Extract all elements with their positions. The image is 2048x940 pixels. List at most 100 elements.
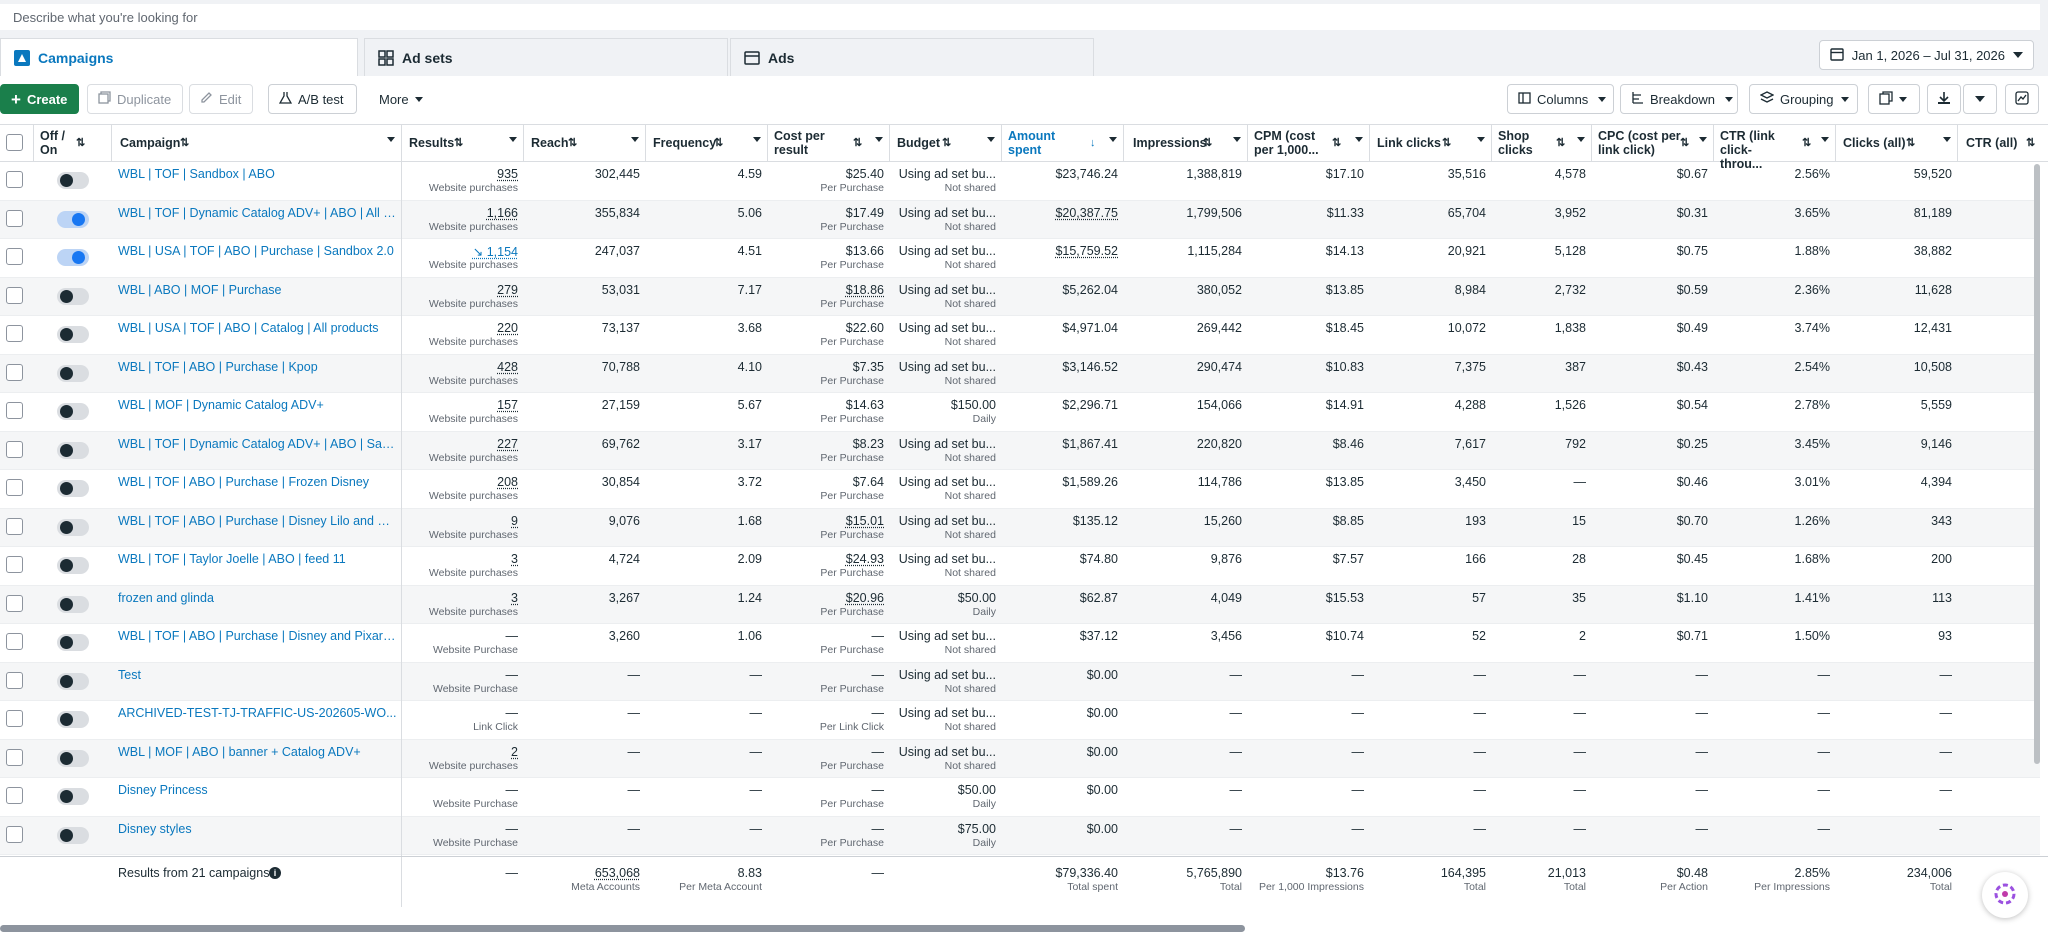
search-input[interactable] bbox=[0, 4, 2040, 30]
vertical-scrollbar[interactable] bbox=[2034, 164, 2040, 764]
info-icon[interactable]: i bbox=[269, 867, 281, 879]
table-row[interactable]: frozen and glinda 3 Website purchases 3,267… bbox=[0, 585, 2040, 624]
campaign-name-link[interactable]: WBL | MOF | ABO | banner + Catalog ADV+ bbox=[118, 744, 361, 759]
header-ctr-link[interactable]: CTR (link click-throu... ⇅ bbox=[1714, 125, 1836, 171]
breakdown-button[interactable]: Breakdown bbox=[1620, 84, 1738, 114]
row-checkbox[interactable] bbox=[6, 787, 23, 804]
header-frequency[interactable]: Frequency ⇅ bbox=[646, 125, 768, 162]
campaign-name-link[interactable]: WBL | USA | TOF | ABO | Catalog | All pr… bbox=[118, 321, 379, 335]
campaign-toggle[interactable] bbox=[57, 210, 89, 228]
row-checkbox[interactable] bbox=[6, 556, 23, 573]
date-range-picker[interactable]: Jan 1, 2026 – Jul 31, 2026 bbox=[1818, 40, 2034, 70]
row-checkbox[interactable] bbox=[6, 710, 23, 727]
table-row[interactable]: WBL | MOF | Dynamic Catalog ADV+ 157 Websi… bbox=[0, 393, 2040, 432]
campaign-name-link[interactable]: ARCHIVED-TEST-TJ-TRAFFIC-US-202605-WO... bbox=[118, 706, 397, 720]
header-offon[interactable]: Off / On ⇅ bbox=[34, 125, 112, 162]
export-button[interactable] bbox=[1927, 84, 1961, 114]
table-row[interactable]: Disney styles — Website Purchase — — — Per Pur… bbox=[0, 816, 2040, 855]
horizontal-scrollbar[interactable] bbox=[0, 925, 1245, 932]
table-row[interactable]: WBL | TOF | ABO | Purchase | Kpop 428 Webs… bbox=[0, 354, 2040, 393]
edit-button[interactable]: Edit bbox=[189, 84, 253, 114]
campaign-toggle[interactable] bbox=[57, 711, 89, 728]
table-row[interactable]: WBL | TOF | Taylor Joelle | ABO | feed 1… bbox=[0, 547, 2040, 586]
campaign-name-link[interactable]: WBL | TOF | Dynamic Catalog ADV+ | ABO |… bbox=[118, 436, 398, 451]
row-checkbox[interactable] bbox=[6, 402, 23, 419]
header-budget[interactable]: Budget ⇅ bbox=[890, 125, 1002, 162]
campaign-toggle[interactable] bbox=[57, 249, 89, 266]
row-checkbox[interactable] bbox=[6, 286, 23, 304]
ab-test-button[interactable]: A/B test bbox=[268, 84, 357, 114]
campaign-toggle[interactable] bbox=[57, 826, 89, 844]
campaign-name-link[interactable]: WBL | TOF | Taylor Joelle | ABO | feed 1… bbox=[118, 552, 346, 566]
campaign-toggle[interactable] bbox=[57, 403, 89, 420]
campaign-toggle[interactable] bbox=[57, 634, 89, 651]
campaign-name-link[interactable]: Disney Princess bbox=[118, 783, 208, 797]
row-checkbox[interactable] bbox=[6, 325, 23, 342]
row-checkbox[interactable] bbox=[6, 209, 23, 227]
more-button[interactable]: More bbox=[368, 84, 440, 114]
table-row[interactable]: WBL | TOF | Dynamic Catalog ADV+ | ABO |… bbox=[0, 431, 2040, 470]
header-shop-clicks[interactable]: Shop clicks ⇅ bbox=[1492, 125, 1592, 162]
campaign-name-link[interactable]: WBL | TOF | Sandbox | ABO bbox=[118, 167, 275, 181]
header-results[interactable]: Results ⇅ bbox=[402, 125, 524, 162]
row-checkbox[interactable] bbox=[6, 248, 23, 265]
row-checkbox[interactable] bbox=[6, 748, 23, 766]
grouping-button[interactable]: Grouping bbox=[1749, 84, 1858, 114]
header-campaign[interactable]: Campaign ⇅ bbox=[112, 125, 402, 162]
row-checkbox[interactable] bbox=[6, 517, 23, 535]
reports-button[interactable] bbox=[1868, 84, 1920, 114]
table-row[interactable]: WBL | TOF | ABO | Purchase | Disney Lilo… bbox=[0, 508, 2040, 547]
table-row[interactable]: WBL | TOF | ABO | Purchase | Disney and … bbox=[0, 624, 2040, 663]
row-checkbox[interactable] bbox=[6, 479, 23, 496]
table-row[interactable]: Disney Princess — Website Purchase — — — Per P… bbox=[0, 778, 2040, 817]
table-row[interactable]: ARCHIVED-TEST-TJ-TRAFFIC-US-202605-WO...… bbox=[0, 701, 2040, 740]
columns-button[interactable]: Columns bbox=[1507, 84, 1614, 114]
row-checkbox[interactable] bbox=[6, 440, 23, 458]
row-checkbox[interactable] bbox=[6, 171, 23, 188]
campaign-name-link[interactable]: WBL | MOF | Dynamic Catalog ADV+ bbox=[118, 398, 324, 412]
select-all-checkbox[interactable] bbox=[6, 134, 23, 151]
campaign-name-link[interactable]: WBL | USA | TOF | ABO | Purchase | Sandb… bbox=[118, 244, 394, 258]
header-amount-spent[interactable]: Amount spent ↓ bbox=[1002, 125, 1124, 162]
campaign-toggle[interactable] bbox=[57, 788, 89, 805]
table-row[interactable]: WBL | USA | TOF | ABO | Purchase | Sandb… bbox=[0, 239, 2040, 278]
header-cpc[interactable]: CPC (cost per link click) ⇅ bbox=[1592, 125, 1714, 162]
campaign-toggle[interactable] bbox=[57, 172, 89, 189]
campaign-name-link[interactable]: WBL | ABO | MOF | Purchase bbox=[118, 282, 282, 297]
tab-ads[interactable]: Ads bbox=[730, 38, 1094, 76]
campaign-toggle[interactable] bbox=[57, 595, 89, 613]
header-impressions[interactable]: Impressions ⇅ bbox=[1124, 125, 1248, 162]
header-cpm[interactable]: CPM (cost per 1,000... ⇅ bbox=[1248, 125, 1370, 162]
table-row[interactable]: WBL | MOF | ABO | banner + Catalog ADV+ 2… bbox=[0, 739, 2040, 778]
header-cost-per-result[interactable]: Cost per result ⇅ bbox=[768, 125, 890, 162]
table-row[interactable]: Test — Website Purchase — — — Per Purchase Usin… bbox=[0, 662, 2040, 701]
create-button[interactable]: + Create bbox=[0, 84, 79, 114]
table-row[interactable]: WBL | ABO | MOF | Purchase 279 Website pur… bbox=[0, 277, 2040, 316]
campaign-name-link[interactable]: WBL | TOF | ABO | Purchase | Disney and … bbox=[118, 629, 398, 643]
row-checkbox[interactable] bbox=[6, 825, 23, 843]
row-checkbox[interactable] bbox=[6, 363, 23, 381]
tab-campaigns[interactable]: Campaigns bbox=[0, 38, 358, 76]
campaign-name-link[interactable]: WBL | TOF | ABO | Purchase | Frozen Disn… bbox=[118, 475, 370, 489]
campaign-name-link[interactable]: WBL | TOF | Dynamic Catalog ADV+ | ABO |… bbox=[118, 205, 398, 220]
campaign-toggle[interactable] bbox=[57, 749, 89, 767]
table-row[interactable]: WBL | USA | TOF | ABO | Catalog | All pr… bbox=[0, 316, 2040, 355]
campaign-toggle[interactable] bbox=[57, 364, 89, 382]
ai-assistant-button[interactable] bbox=[1982, 872, 2028, 918]
campaign-toggle[interactable] bbox=[57, 326, 89, 343]
campaign-name-link[interactable]: frozen and glinda bbox=[118, 590, 214, 605]
duplicate-button[interactable]: Duplicate bbox=[87, 84, 183, 114]
header-reach[interactable]: Reach ⇅ bbox=[524, 125, 646, 162]
header-link-clicks[interactable]: Link clicks ⇅ bbox=[1370, 125, 1492, 162]
header-clicks-all[interactable]: Clicks (all) ⇅ bbox=[1836, 125, 1958, 162]
row-checkbox[interactable] bbox=[6, 671, 23, 689]
row-checkbox[interactable] bbox=[6, 633, 23, 650]
campaign-name-link[interactable]: WBL | TOF | ABO | Purchase | Kpop bbox=[118, 359, 318, 374]
table-row[interactable]: WBL | TOF | ABO | Purchase | Frozen Disn… bbox=[0, 470, 2040, 509]
table-row[interactable]: WBL | TOF | Dynamic Catalog ADV+ | ABO |… bbox=[0, 200, 2040, 239]
campaign-toggle[interactable] bbox=[57, 480, 89, 497]
campaign-toggle[interactable] bbox=[57, 441, 89, 459]
campaign-toggle[interactable] bbox=[57, 287, 89, 305]
campaign-name-link[interactable]: WBL | TOF | ABO | Purchase | Disney Lilo… bbox=[118, 513, 398, 528]
table-row[interactable]: WBL | TOF | Sandbox | ABO 935 Website purc… bbox=[0, 162, 2040, 201]
